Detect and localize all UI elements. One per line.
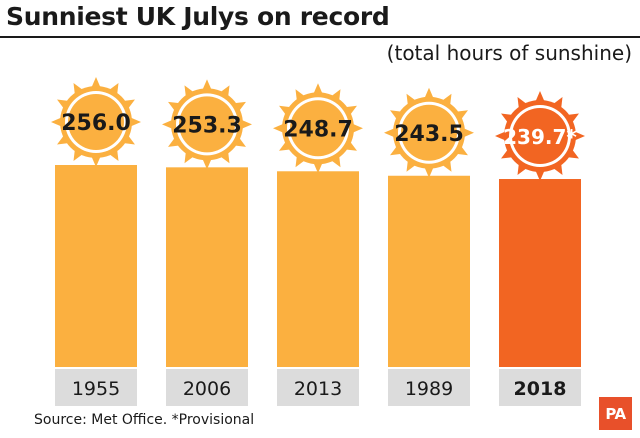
category-label-2018: 2018	[514, 378, 567, 400]
bar-1989	[388, 175, 470, 367]
category-label-2013: 2013	[294, 378, 342, 400]
sun-icon	[384, 87, 474, 178]
category-labels-layer: 1955 2006 2013 1989 2018	[55, 369, 581, 406]
value-label-1955: 256.0	[61, 111, 131, 136]
value-label-2013: 248.7	[283, 117, 353, 142]
chart-title: Sunniest UK Julys on record	[6, 2, 390, 31]
pa-logo: PA	[599, 397, 632, 430]
title-divider	[0, 36, 640, 38]
category-label-bg	[277, 369, 359, 406]
category-label-1989: 1989	[405, 378, 453, 400]
sun-icon	[162, 79, 252, 170]
source-note: Source: Met Office. *Provisional	[34, 412, 255, 428]
category-label-bg	[499, 369, 581, 406]
bar-1955	[55, 165, 137, 367]
category-label-1955: 1955	[72, 378, 120, 400]
bar-2018	[499, 179, 581, 367]
value-label-2006: 253.3	[172, 113, 242, 138]
category-label-bg	[166, 369, 248, 406]
bars-layer	[55, 165, 581, 367]
category-label-bg	[55, 369, 137, 406]
value-label-1989: 243.5	[394, 122, 464, 147]
sun-icon	[495, 91, 585, 182]
bar-2006	[166, 167, 248, 367]
chart-subtitle: (total hours of sunshine)	[386, 41, 632, 65]
bar-2013	[277, 171, 359, 367]
sun-badges-layer: 256.0 253.3 248.7 243.5 239.7*	[51, 77, 585, 182]
category-label-bg	[388, 369, 470, 406]
value-label-2018: 239.7*	[503, 125, 577, 149]
sun-icon	[273, 83, 363, 174]
sun-icon	[51, 77, 141, 167]
category-label-2006: 2006	[183, 378, 231, 400]
